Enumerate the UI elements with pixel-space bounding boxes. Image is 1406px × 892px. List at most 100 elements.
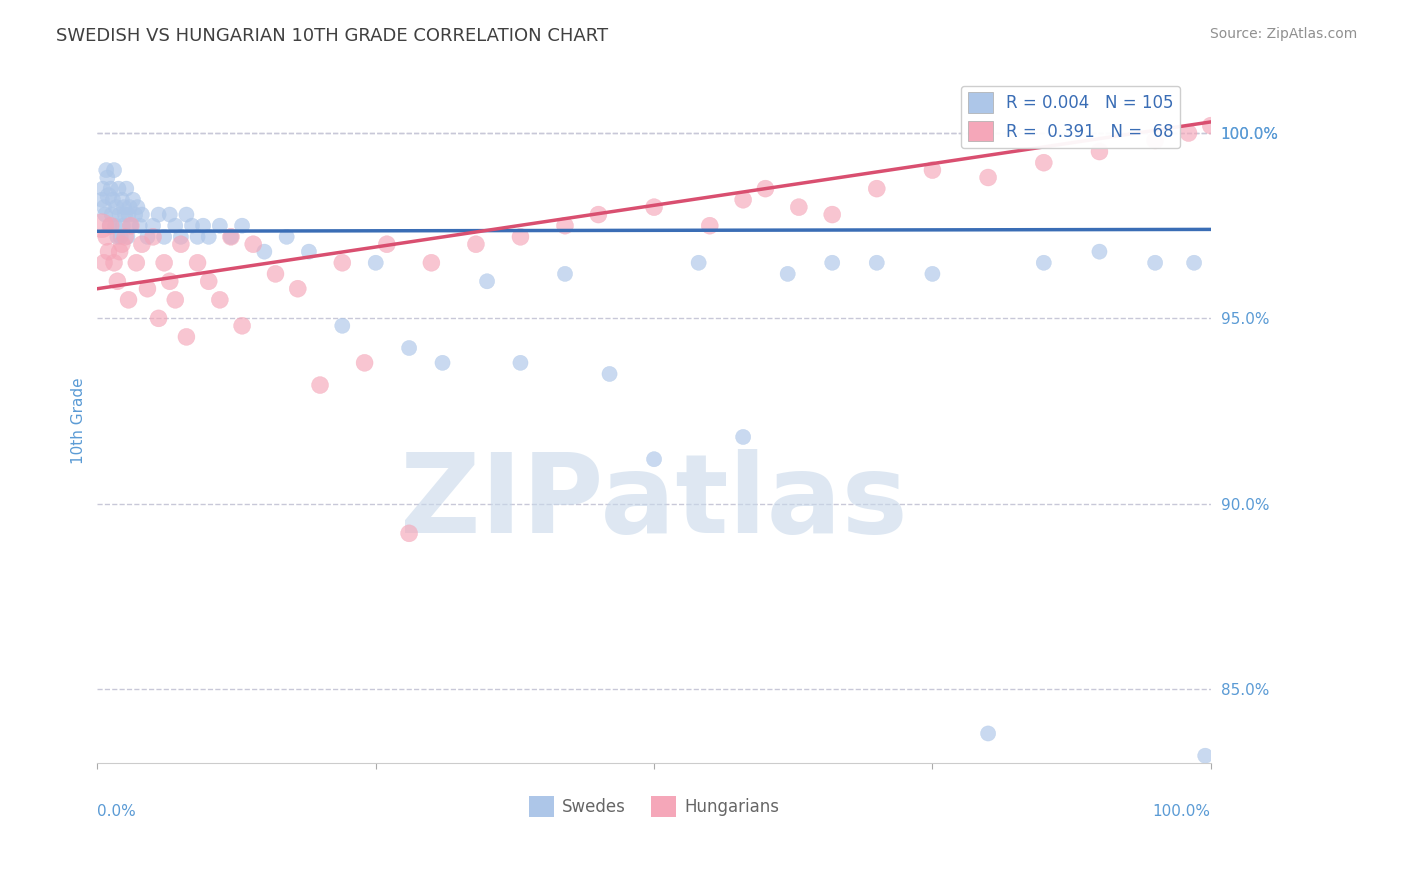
Point (187, 256, 209, 270)
Point (94, 208, 117, 222)
Point (219, 229, 242, 244)
Point (554, 219, 576, 233)
Point (197, 229, 219, 244)
Point (103, 163, 125, 178)
Point (264, 267, 287, 281)
Point (100, 181, 122, 195)
Point (170, 229, 193, 244)
Text: ZIPatlas: ZIPatlas (401, 449, 908, 556)
Point (117, 229, 139, 244)
Point (231, 219, 253, 233)
Point (1199, 119, 1222, 133)
Point (253, 244, 276, 259)
Point (776, 267, 799, 281)
Point (91, 181, 114, 195)
Point (117, 293, 139, 307)
Point (125, 256, 148, 270)
Point (866, 181, 889, 195)
Point (159, 274, 181, 288)
Point (643, 200, 665, 214)
Point (111, 193, 134, 207)
Point (733, 193, 755, 207)
Point (128, 219, 150, 233)
Point (136, 229, 159, 244)
Point (187, 229, 209, 244)
Point (330, 318, 353, 333)
Point (197, 274, 219, 288)
Point (1088, 244, 1111, 259)
Point (115, 181, 138, 195)
Text: SWEDISH VS HUNGARIAN 10TH GRADE CORRELATION CHART: SWEDISH VS HUNGARIAN 10TH GRADE CORRELAT… (56, 27, 609, 45)
Point (754, 181, 776, 195)
Point (90, 193, 112, 207)
Point (165, 293, 187, 307)
Point (148, 208, 170, 222)
Point (1144, 256, 1167, 270)
Point (1032, 155, 1054, 169)
Point (977, 726, 1000, 740)
Point (588, 208, 610, 222)
Point (1088, 145, 1111, 159)
Point (148, 311, 170, 326)
Point (170, 237, 193, 252)
Point (643, 452, 665, 467)
Point (554, 267, 576, 281)
Point (353, 356, 375, 370)
Point (142, 219, 165, 233)
Y-axis label: 10th Grade: 10th Grade (72, 377, 86, 464)
Point (176, 208, 198, 222)
Point (509, 229, 531, 244)
Text: 100.0%: 100.0% (1153, 805, 1211, 819)
Point (136, 282, 159, 296)
Point (165, 219, 187, 233)
Point (242, 237, 264, 252)
Point (124, 208, 146, 222)
Point (111, 219, 134, 233)
Point (821, 208, 844, 222)
Point (100, 219, 122, 233)
Point (104, 219, 127, 233)
Point (176, 330, 198, 344)
Point (509, 356, 531, 370)
Point (142, 229, 165, 244)
Point (1032, 256, 1054, 270)
Point (191, 219, 214, 233)
Point (93, 200, 115, 214)
Point (159, 208, 181, 222)
Point (97, 189, 120, 203)
Point (131, 208, 153, 222)
Point (122, 193, 145, 207)
Point (118, 200, 141, 214)
Point (96, 163, 118, 178)
Point (866, 256, 889, 270)
Point (107, 181, 129, 195)
Point (108, 208, 131, 222)
Point (475, 274, 498, 288)
Point (114, 208, 136, 222)
Legend: Swedes, Hungarians: Swedes, Hungarians (522, 789, 786, 823)
Point (114, 229, 136, 244)
Point (101, 208, 124, 222)
Point (108, 244, 131, 259)
Point (120, 219, 142, 233)
Point (93, 256, 115, 270)
Point (105, 229, 128, 244)
Point (375, 237, 398, 252)
Point (420, 256, 443, 270)
Point (821, 256, 844, 270)
Point (96, 229, 118, 244)
Point (153, 229, 176, 244)
Point (287, 282, 309, 296)
Point (733, 430, 755, 444)
Point (103, 256, 125, 270)
Point (98, 219, 121, 233)
Point (432, 356, 454, 370)
Point (599, 367, 621, 381)
Point (921, 267, 943, 281)
Point (231, 318, 253, 333)
Point (97, 244, 120, 259)
Text: 0.0%: 0.0% (97, 805, 136, 819)
Point (688, 256, 710, 270)
Point (977, 170, 1000, 185)
Point (127, 200, 149, 214)
